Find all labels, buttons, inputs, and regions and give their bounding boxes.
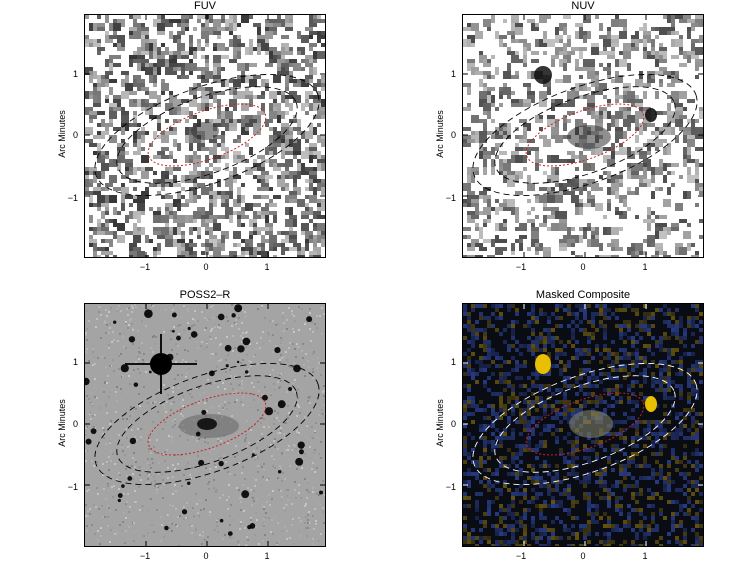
y-tick: 1 [450,357,456,367]
x-tick: 0 [203,551,209,561]
sky-aperture-ellipse [116,86,298,184]
panel-title: FUV [194,0,216,12]
x-tick: −1 [515,551,527,561]
nuv-image [462,14,704,258]
composite-image [462,303,704,547]
x-tick: −1 [515,262,527,272]
x-tick: 1 [642,262,648,272]
x-tick: −1 [139,551,151,561]
sky-aperture-ellipse [494,375,676,473]
x-tick: 0 [580,262,586,272]
outer-aperture-ellipse [94,363,320,485]
y-tick: 1 [72,69,78,79]
panel-title: Masked Composite [535,289,631,301]
y-tick: 1 [72,357,78,367]
outer-aperture-ellipse [94,74,320,196]
poss2r-image [84,303,326,547]
x-tick: −1 [139,262,151,272]
y-tick: 1 [450,69,456,79]
outer-aperture-ellipse [472,74,698,196]
x-tick: 0 [580,551,586,561]
galaxy-aperture-ellipse [147,103,267,167]
outer-aperture-ellipse [472,363,698,485]
x-tick: 1 [642,551,648,561]
x-tick: 0 [203,262,209,272]
y-tick: −1 [67,482,78,492]
fuv-image [84,14,326,258]
x-tick: 1 [264,262,270,272]
panel-title: POSS2–R [179,289,231,301]
y-tick: 0 [72,419,78,429]
x-tick: 1 [264,551,270,561]
y-tick: 0 [450,419,456,429]
y-tick: −1 [445,193,456,203]
sky-aperture-ellipse [116,375,298,473]
y-tick: 0 [450,130,456,140]
sky-aperture-ellipse [494,86,676,184]
y-tick: −1 [445,482,456,492]
panel-title: NUV [571,0,595,12]
y-tick: 0 [72,130,78,140]
galaxy-aperture-ellipse [525,103,645,167]
y-tick: −1 [67,193,78,203]
